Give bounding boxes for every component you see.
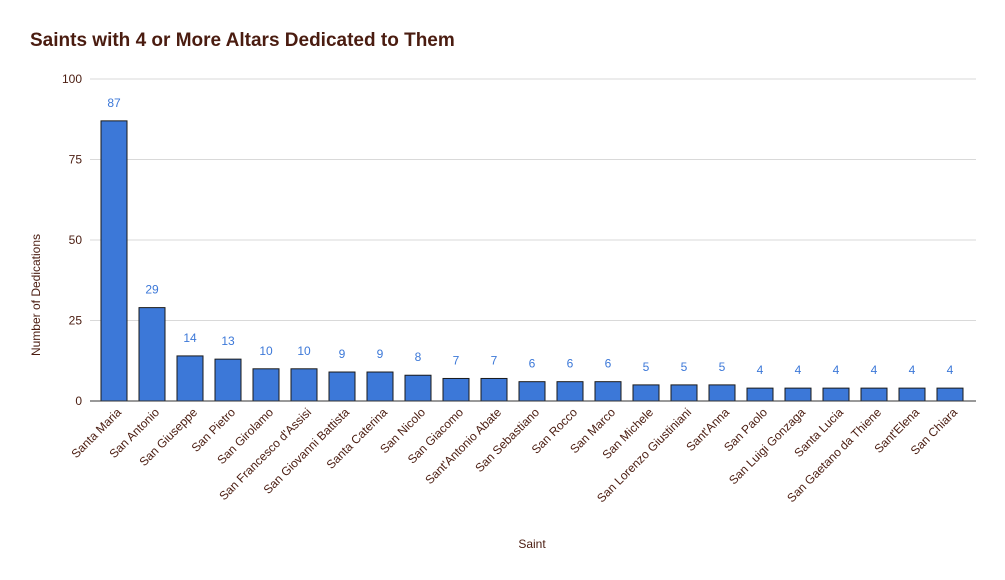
data-label: 4 xyxy=(833,363,840,377)
bar xyxy=(860,387,888,402)
bar xyxy=(252,368,280,402)
bar xyxy=(290,368,318,402)
bar xyxy=(670,384,698,402)
y-tick-label: 75 xyxy=(69,153,83,167)
bar xyxy=(594,381,622,402)
data-label: 9 xyxy=(339,347,346,361)
data-label: 4 xyxy=(795,363,802,377)
data-label: 29 xyxy=(145,283,159,297)
chart-title: Saints with 4 or More Altars Dedicated t… xyxy=(30,30,455,51)
bar xyxy=(100,120,128,402)
data-label: 6 xyxy=(605,357,612,371)
bar xyxy=(936,387,964,402)
data-label: 9 xyxy=(377,347,384,361)
bar xyxy=(632,384,660,402)
bar xyxy=(556,381,584,402)
data-label: 14 xyxy=(183,331,197,345)
y-tick-label: 100 xyxy=(62,72,82,86)
bar xyxy=(442,377,470,402)
data-label: 5 xyxy=(681,360,688,374)
data-label: 5 xyxy=(719,360,726,374)
data-label: 4 xyxy=(909,363,916,377)
bar xyxy=(784,387,812,402)
bar xyxy=(138,307,166,402)
x-axis-title: Saint xyxy=(518,537,546,551)
gridlines xyxy=(90,78,976,321)
data-label: 4 xyxy=(871,363,878,377)
bar xyxy=(898,387,926,402)
bar xyxy=(746,387,774,402)
y-axis-ticks: 0 25 50 75 100 xyxy=(62,72,82,408)
bar xyxy=(176,355,204,402)
bar xyxy=(214,358,242,402)
y-tick-label: 50 xyxy=(69,233,83,247)
bar xyxy=(480,377,508,402)
data-label: 87 xyxy=(107,96,121,110)
data-label: 6 xyxy=(529,357,536,371)
bar xyxy=(518,381,546,402)
data-label: 13 xyxy=(221,334,235,348)
bar xyxy=(708,384,736,402)
bar xyxy=(404,374,432,402)
data-label: 4 xyxy=(757,363,764,377)
data-label: 7 xyxy=(491,353,498,367)
bar xyxy=(328,371,356,402)
data-label: 8 xyxy=(415,350,422,364)
data-label: 7 xyxy=(453,353,460,367)
bar xyxy=(366,371,394,402)
data-label: 10 xyxy=(259,344,273,358)
data-label: 5 xyxy=(643,360,650,374)
y-tick-label: 0 xyxy=(75,394,82,408)
data-label: 6 xyxy=(567,357,574,371)
y-tick-label: 25 xyxy=(69,314,83,328)
y-axis-title: Number of Dedications xyxy=(29,234,43,356)
data-label: 4 xyxy=(947,363,954,377)
data-label: 10 xyxy=(297,344,311,358)
bar xyxy=(822,387,850,402)
